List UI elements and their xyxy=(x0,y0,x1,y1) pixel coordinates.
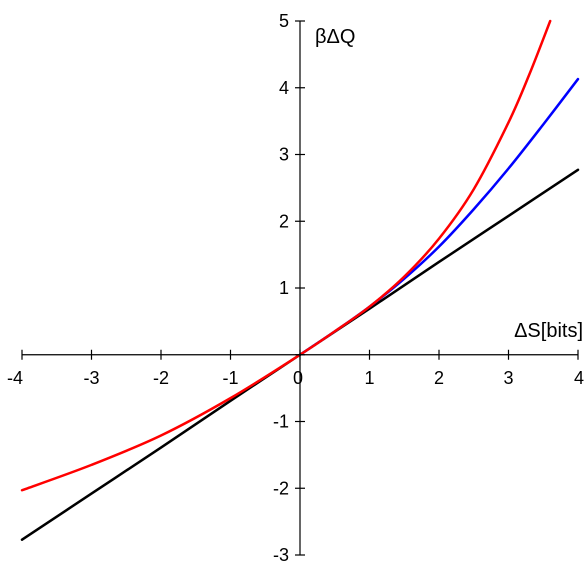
y-tick-label: -2 xyxy=(273,478,289,498)
x-tick-label: 4 xyxy=(574,368,584,388)
x-tick-label: 1 xyxy=(364,368,374,388)
y-tick-label: 4 xyxy=(279,78,289,98)
x-tick-label: -3 xyxy=(83,368,99,388)
x-tick-label: -1 xyxy=(222,368,238,388)
y-tick-label: -3 xyxy=(273,545,289,565)
x-tick-label: 0 xyxy=(293,368,303,388)
y-tick-label: 5 xyxy=(279,11,289,31)
axes xyxy=(21,20,579,556)
x-tick-label: 3 xyxy=(503,368,513,388)
x-axis-title: ΔS[bits] xyxy=(514,320,583,342)
y-tick-label: 2 xyxy=(279,211,289,231)
y-tick-label: -1 xyxy=(273,412,289,432)
x-tick-label: -4 xyxy=(7,368,23,388)
y-axis-title: βΔQ xyxy=(315,26,355,48)
tick-labels: -4 -3 -2 -1 0 1 2 3 4 -3 -2 -1 1 2 3 4 5 xyxy=(7,11,584,565)
x-tick-label: -2 xyxy=(153,368,169,388)
x-tick-label: 2 xyxy=(434,368,444,388)
series-line-1 xyxy=(298,77,580,356)
series-line-2 xyxy=(20,19,552,492)
y-tick-label: 1 xyxy=(279,278,289,298)
y-tick-label: 3 xyxy=(279,145,289,165)
